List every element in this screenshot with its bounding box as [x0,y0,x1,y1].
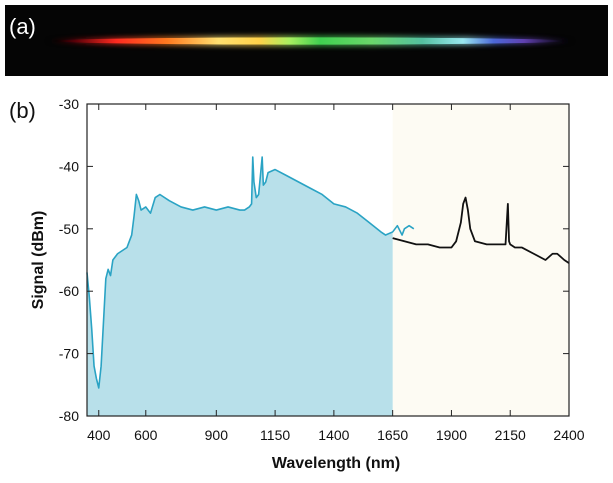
x-tick-label: 400 [87,427,111,443]
x-tick-label: 1150 [260,427,290,443]
panel-b: (b) -30 -40 -50 -60 -70 -80 400 600 900 1150 1400 1… [9,96,585,472]
y-tick-label: -30 [59,96,79,112]
x-tick-label: 1900 [436,427,467,443]
panel-a-label: (a) [9,14,36,39]
x-tick-label: 900 [205,427,229,443]
series-line-1 [86,156,415,389]
y-tick-label: -40 [59,158,79,174]
x-tick-label: 600 [134,427,158,443]
series-line-2 [392,196,570,264]
plot-frame [86,103,570,417]
panel-b-label: (b) [9,98,36,123]
y-tick-label: -70 [59,346,79,362]
x-tick-label: 1650 [377,427,408,443]
y-tick-label: -60 [59,283,79,299]
signal-chart: -30 -40 -50 -60 -70 -80 400 600 900 1150 1400 1650 1… [30,96,585,472]
y-tick-label: -80 [59,408,79,424]
x-tick-label: 2400 [553,427,584,443]
x-tick-label: 2150 [495,427,526,443]
ir-region-background [392,104,569,416]
x-axis-title: Wavelength (nm) [272,455,400,472]
y-tick-label: -50 [59,221,79,237]
spectrum-band [55,37,565,45]
panel-a: (a) [5,5,608,76]
y-axis-title: Signal (dBm) [30,211,47,310]
visible-region-fill [87,157,393,417]
x-tick-label: 1400 [318,427,349,443]
